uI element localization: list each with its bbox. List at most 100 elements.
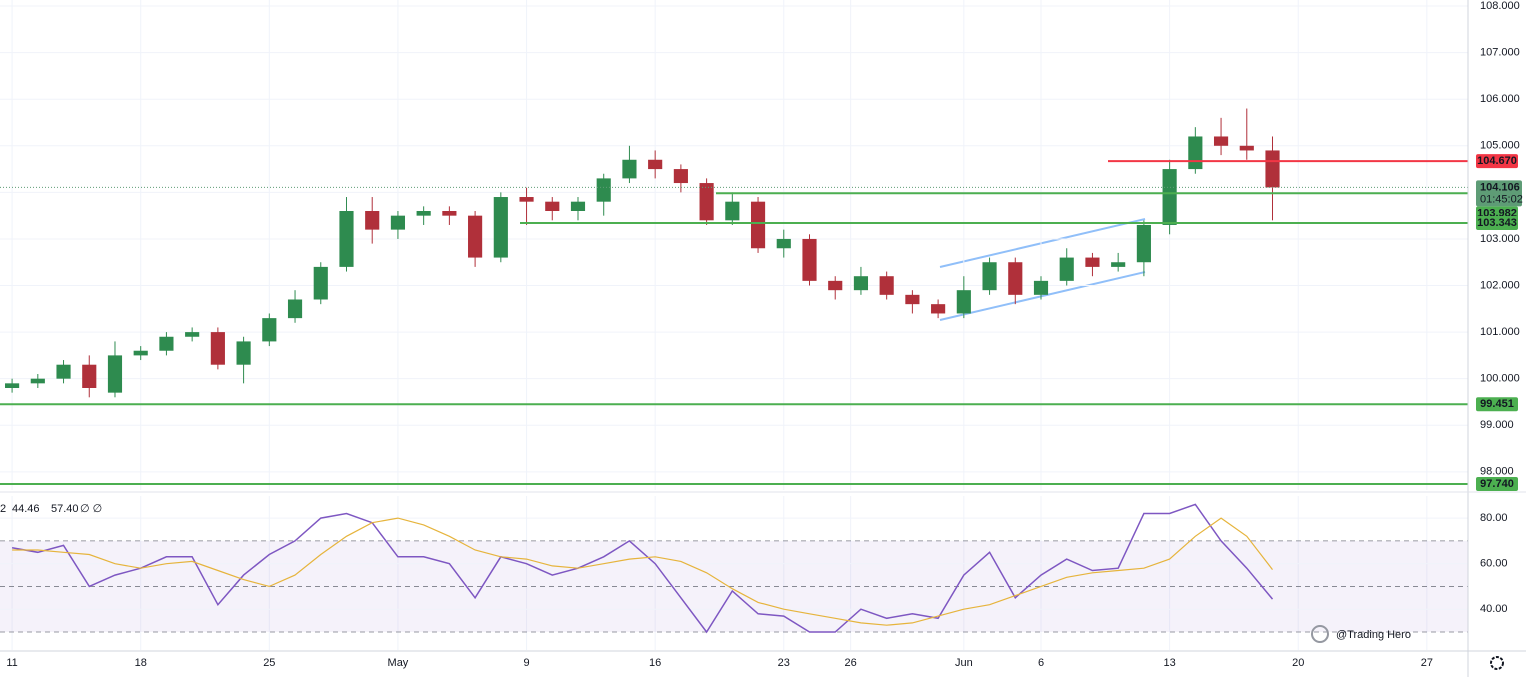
x-tick-label: 16 (649, 657, 661, 669)
candle-body (416, 210, 431, 216)
y-tick-label: 105.000 (1480, 140, 1520, 152)
x-tick-label: 26 (845, 657, 857, 669)
x-tick-label: 27 (1421, 657, 1433, 669)
candle-body (648, 159, 663, 170)
channel-upper (939, 218, 1146, 268)
candle-body (5, 383, 20, 388)
y-tick-label: 40.00 (1480, 603, 1508, 615)
candle-body (493, 197, 508, 258)
x-tick-label: 11 (6, 657, 17, 669)
rsi-legend-value: 57.40 (51, 503, 79, 515)
y-tick-label: 102.000 (1480, 279, 1520, 291)
x-tick-label: 25 (263, 657, 275, 669)
level-label-box (1476, 154, 1518, 169)
candle-body (828, 280, 843, 291)
level-label: 103.343 (1477, 217, 1517, 229)
candle-body (956, 290, 971, 314)
watermark: @Trading Hero (1336, 629, 1411, 641)
candle-body (982, 262, 997, 291)
channel-lower (939, 271, 1146, 321)
candle-body (1162, 169, 1177, 225)
y-tick-label: 106.000 (1480, 93, 1520, 105)
y-tick-label: 60.00 (1480, 558, 1508, 570)
x-tick-label: Jun (955, 657, 973, 669)
x-tick-label: 13 (1163, 657, 1175, 669)
candle-body (82, 364, 97, 388)
candle-body (133, 350, 148, 356)
candle-body (1188, 136, 1203, 170)
candle-body (185, 332, 200, 337)
candle-body (262, 318, 277, 342)
candle-body (1008, 262, 1023, 295)
candle-body (339, 210, 354, 267)
rsi-legend-prefix: 2 (0, 503, 6, 515)
candle-body (1239, 145, 1254, 151)
y-tick-label: 103.000 (1480, 233, 1520, 245)
candle-body (210, 332, 225, 365)
marks (0, 108, 1468, 634)
candle-body (1111, 262, 1126, 267)
candle-body (1085, 257, 1100, 267)
x-tick-label: 20 (1292, 657, 1304, 669)
level-label: 97.740 (1480, 478, 1514, 490)
rsi-line (11, 503, 1274, 634)
y-tick-label: 100.000 (1480, 373, 1520, 385)
rsi-legend-value: 44.46 (12, 503, 40, 515)
current-price-box (1476, 180, 1522, 207)
rsi-legend-suffix: ∅ ∅ (80, 503, 102, 515)
candle-body (1213, 136, 1229, 146)
settings-icon[interactable] (1490, 656, 1504, 670)
candle-body (519, 197, 534, 202)
y-tick-label: 101.000 (1480, 326, 1520, 338)
candle-body (390, 215, 406, 230)
candle-body (159, 336, 174, 351)
candle-body (931, 304, 946, 314)
candle-body (853, 276, 869, 291)
candle-body (365, 210, 380, 230)
y-tick-label: 99.000 (1480, 419, 1514, 431)
candle-body (1059, 257, 1074, 281)
countdown: 01:45:02 (1480, 193, 1523, 205)
candle-body (107, 355, 123, 393)
candle-body (468, 215, 483, 258)
candle-body (776, 238, 791, 249)
candle-body (545, 201, 560, 211)
candle-body (570, 201, 586, 211)
candle-body (56, 364, 71, 379)
y-tick-label: 107.000 (1480, 47, 1520, 59)
x-tick-label: 23 (778, 657, 790, 669)
candle-body (1136, 224, 1151, 263)
watermark-icon (1311, 625, 1329, 643)
candle-body (287, 299, 303, 319)
x-tick-label: 6 (1038, 657, 1044, 669)
y-tick-label: 108.000 (1480, 0, 1520, 12)
candle-body (802, 238, 817, 281)
current-price-label: 104.106 (1480, 181, 1520, 193)
candle-body (725, 201, 740, 221)
level-label: 104.670 (1477, 155, 1517, 167)
level-label-box (1476, 215, 1518, 230)
y-tick-label: 98.000 (1480, 466, 1514, 478)
candle-body (699, 183, 714, 221)
candle-body (596, 178, 611, 202)
candle-body (905, 294, 920, 305)
y-tick-label: 80.00 (1480, 512, 1508, 524)
candle-body (673, 169, 688, 184)
x-tick-label: May (388, 657, 409, 669)
candle-body (1265, 150, 1280, 188)
level-label: 99.451 (1480, 398, 1514, 410)
candle-body (30, 378, 45, 384)
candle-body (879, 276, 894, 295)
level-label-box (1476, 397, 1518, 412)
candle-body (313, 266, 328, 300)
rsi-line (12, 517, 1273, 626)
candle-body (442, 210, 457, 216)
candle-body (236, 341, 251, 365)
candle-body (1033, 280, 1049, 295)
candle-body (750, 201, 766, 249)
x-tick-label: 18 (135, 657, 147, 669)
level-label-box (1476, 476, 1518, 491)
